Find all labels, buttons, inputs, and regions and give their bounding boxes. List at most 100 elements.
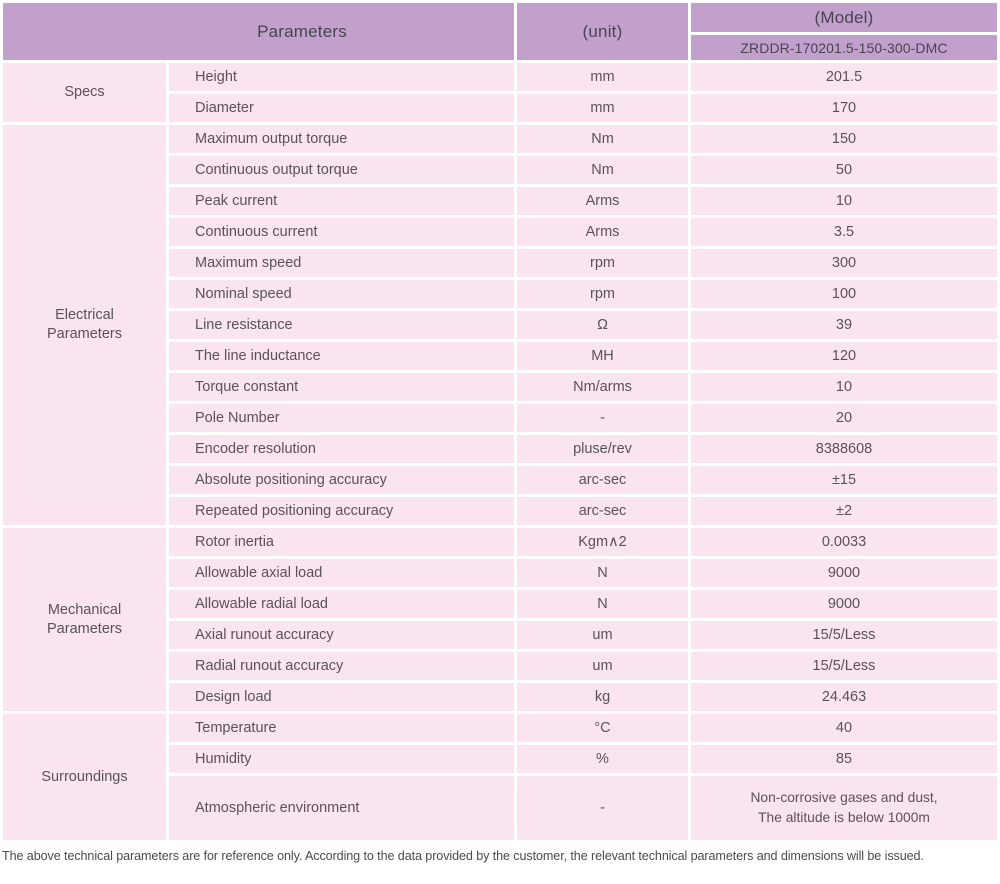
table-row: Specs Height mm 201.5 bbox=[3, 63, 997, 122]
unit-cell: % bbox=[517, 745, 688, 773]
table-row: Pole Number -20 bbox=[3, 404, 997, 432]
parameter-name-cell: Peak current bbox=[169, 187, 514, 215]
table-row: Maximum speed rpm 300 bbox=[3, 249, 997, 277]
parameter-name-cell: Allowable axial load bbox=[169, 559, 514, 587]
parameter-name-cell: Continuous output torque bbox=[169, 156, 514, 184]
table-row: Radial runout accuracy um 15/5/Less bbox=[3, 652, 997, 680]
unit-cell: kg bbox=[517, 683, 688, 711]
parameter-name-cell: Atmospheric environment bbox=[169, 776, 514, 840]
parameter-name-cell: Rotor inertia bbox=[169, 528, 514, 556]
parameter-name-cell: Maximum speed bbox=[169, 249, 514, 277]
header-model: (Model) bbox=[691, 3, 997, 32]
value-cell: 85 bbox=[691, 745, 997, 773]
unit-cell: °C bbox=[517, 714, 688, 742]
table-row: Torque constant Nm/arms 10 bbox=[3, 373, 997, 401]
parameter-name-cell: Encoder resolution bbox=[169, 435, 514, 463]
table-row: Axial runout accuracy um 15/5/Less bbox=[3, 621, 997, 649]
unit-cell: N bbox=[517, 590, 688, 618]
unit-cell: Kgm∧2 bbox=[517, 528, 688, 556]
value-cell: 24.463 bbox=[691, 683, 997, 711]
table-row: Continuous output torque Nm 50 bbox=[3, 156, 997, 184]
table-row: Allowable radial load N 9000 bbox=[3, 590, 997, 618]
table-row: Surroundings Temperature °C 40 bbox=[3, 714, 997, 840]
table-row: Diameter mm 170 bbox=[3, 94, 997, 122]
value-cell: 20 bbox=[691, 404, 997, 432]
unit-cell: Nm bbox=[517, 125, 688, 153]
table-row: Line resistance Ω 39 bbox=[3, 311, 997, 339]
value-cell: 3.5 bbox=[691, 218, 997, 246]
unit-cell: - bbox=[517, 404, 688, 432]
parameter-name-cell: Axial runout accuracy bbox=[169, 621, 514, 649]
section-group-label: Mechanical Parameters bbox=[3, 528, 166, 711]
table-row: Design load kg 24.463 bbox=[3, 683, 997, 711]
value-cell: 15/5/Less bbox=[691, 621, 997, 649]
header-row: Parameters (unit) (Model) bbox=[3, 3, 997, 60]
value-cell: 9000 bbox=[691, 559, 997, 587]
value-cell: 9000 bbox=[691, 590, 997, 618]
value-cell: ±15 bbox=[691, 466, 997, 494]
table-row: Continuous current Arms 3.5 bbox=[3, 218, 997, 246]
value-cell: ±2 bbox=[691, 497, 997, 525]
value-cell: 201.5 bbox=[691, 63, 997, 91]
table-row: Mechanical Parameters Rotor inertia Kgm∧2 0… bbox=[3, 528, 997, 711]
value-cell: 120 bbox=[691, 342, 997, 370]
section-group-label: Electrical Parameters bbox=[3, 125, 166, 525]
value-cell: 0.0033 bbox=[691, 528, 997, 556]
unit-cell: - bbox=[517, 776, 688, 840]
parameter-name-cell: Radial runout accuracy bbox=[169, 652, 514, 680]
section-group-label: Surroundings bbox=[3, 714, 166, 840]
header-model-row: ZRDDR-170201.5-150-300-DMC bbox=[3, 35, 997, 60]
value-line-2: The altitude is below 1000m bbox=[758, 810, 930, 825]
unit-cell: rpm bbox=[517, 249, 688, 277]
unit-cell: Arms bbox=[517, 187, 688, 215]
table-row: The line inductance MH 120 bbox=[3, 342, 997, 370]
parameter-name-cell: Pole Number bbox=[169, 404, 514, 432]
section-group-label: Specs bbox=[3, 63, 166, 122]
value-cell: Non-corrosive gases and dust, The altitud… bbox=[691, 776, 997, 840]
value-cell: 170 bbox=[691, 94, 997, 122]
parameter-name-cell: Diameter bbox=[169, 94, 514, 122]
table-row: Allowable axial load N 9000 bbox=[3, 559, 997, 587]
parameter-name-cell: Humidity bbox=[169, 745, 514, 773]
value-cell: 10 bbox=[691, 373, 997, 401]
value-cell: 50 bbox=[691, 156, 997, 184]
parameter-name-cell: Temperature bbox=[169, 714, 514, 742]
unit-cell: Arms bbox=[517, 218, 688, 246]
unit-cell: pluse/rev bbox=[517, 435, 688, 463]
table-body: Specs Height mm 201.5 Diameter mm 170 Electrica… bbox=[3, 63, 997, 840]
value-cell: 40 bbox=[691, 714, 997, 742]
unit-cell: arc-sec bbox=[517, 497, 688, 525]
table-row: Humidity% 85 bbox=[3, 745, 997, 773]
table-row: Atmospheric environment - Non-corrosive ga… bbox=[3, 776, 997, 840]
value-line-1: Non-corrosive gases and dust, bbox=[750, 790, 938, 805]
unit-cell: um bbox=[517, 621, 688, 649]
parameter-name-cell: Absolute positioning accuracy bbox=[169, 466, 514, 494]
unit-cell: rpm bbox=[517, 280, 688, 308]
parameter-name-cell: Allowable radial load bbox=[169, 590, 514, 618]
table-row: Nominal speed rpm 100 bbox=[3, 280, 997, 308]
value-cell: 100 bbox=[691, 280, 997, 308]
value-cell: 300 bbox=[691, 249, 997, 277]
unit-cell: Nm bbox=[517, 156, 688, 184]
table-row: Peak current Arms 10 bbox=[3, 187, 997, 215]
parameter-name-cell: The line inductance bbox=[169, 342, 514, 370]
unit-cell: um bbox=[517, 652, 688, 680]
unit-cell: Ω bbox=[517, 311, 688, 339]
table-header: Parameters (unit) (Model) ZRDDR-170201.5… bbox=[3, 3, 997, 60]
header-unit: (unit) bbox=[517, 3, 688, 60]
unit-cell: mm bbox=[517, 94, 688, 122]
value-cell: 8388608 bbox=[691, 435, 997, 463]
footer-note: The above technical parameters are for r… bbox=[2, 849, 924, 863]
header-model-value: ZRDDR-170201.5-150-300-DMC bbox=[691, 35, 997, 60]
parameter-name-cell: Maximum output torque bbox=[169, 125, 514, 153]
value-cell: 15/5/Less bbox=[691, 652, 997, 680]
table-row: Electrical Parameters Maximum output torq… bbox=[3, 125, 997, 525]
parameter-name-cell: Height bbox=[169, 63, 514, 91]
header-parameters: Parameters bbox=[3, 3, 514, 60]
parameters-table: Parameters (unit) (Model) ZRDDR-170201.5… bbox=[3, 3, 997, 840]
parameter-name-cell: Nominal speed bbox=[169, 280, 514, 308]
value-cell: 10 bbox=[691, 187, 997, 215]
unit-cell: N bbox=[517, 559, 688, 587]
parameter-name-cell: Line resistance bbox=[169, 311, 514, 339]
value-cell: 39 bbox=[691, 311, 997, 339]
